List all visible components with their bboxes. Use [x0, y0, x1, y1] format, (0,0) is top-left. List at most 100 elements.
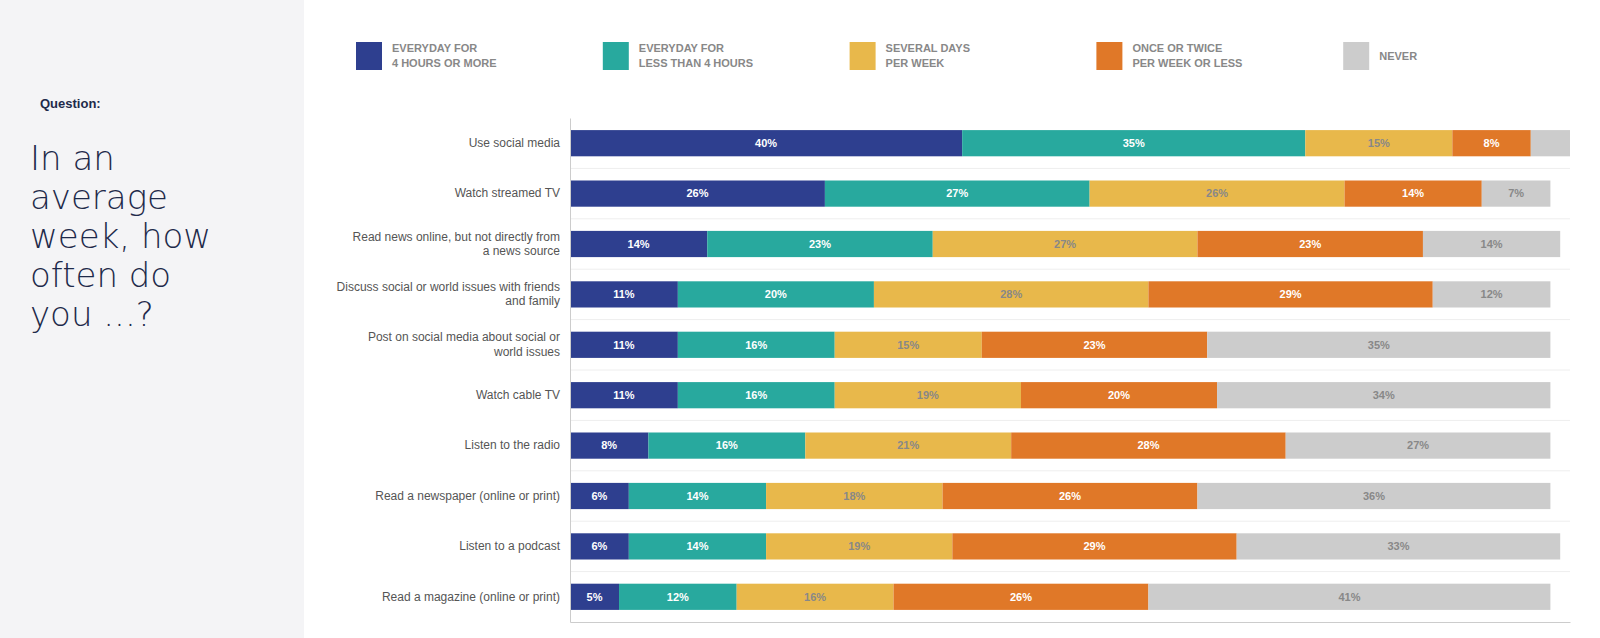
legend-swatch	[1096, 42, 1122, 70]
legend-label-line: EVERYDAY FOR	[639, 42, 724, 54]
y-tick-label: Discuss social or world issues with frie…	[337, 280, 560, 308]
data-label: 18%	[843, 490, 865, 502]
chart: Question: In anaverageweek, howoften doyo…	[0, 0, 1600, 638]
data-label: 41%	[1338, 591, 1360, 603]
y-tick-label-line: Watch streamed TV	[455, 186, 560, 200]
legend-swatch	[850, 42, 876, 70]
data-label: 8%	[1484, 137, 1500, 149]
bar	[1305, 130, 1452, 156]
data-label: 27%	[946, 187, 968, 199]
y-tick-label: Read news online, but not directly froma…	[353, 230, 561, 258]
y-tick-label-line: Read a newspaper (online or print)	[375, 489, 560, 503]
data-label: 11%	[613, 339, 635, 351]
data-label: 34%	[1373, 389, 1395, 401]
y-tick-label-line: Listen to the radio	[465, 438, 561, 452]
legend-label: NEVER	[1379, 50, 1417, 62]
data-label: 26%	[1010, 591, 1032, 603]
legend-swatch	[1343, 42, 1369, 70]
y-tick-label: Watch streamed TV	[455, 186, 560, 200]
y-tick-label-line: Read news online, but not directly from	[353, 230, 560, 244]
x-axis	[571, 622, 1571, 623]
data-label: 23%	[809, 238, 831, 250]
bar	[894, 584, 1149, 610]
data-label: 27%	[1407, 439, 1429, 451]
data-label: 26%	[1206, 187, 1228, 199]
y-tick-label-line: Post on social media about social or	[368, 330, 560, 344]
data-label: 27%	[1054, 238, 1076, 250]
legend-label-line: SEVERAL DAYS	[886, 42, 970, 54]
bar	[825, 180, 1090, 206]
bar	[1207, 332, 1550, 358]
bar	[570, 281, 678, 307]
bar	[805, 432, 1011, 458]
series-bars	[1148, 130, 1570, 610]
bar	[1197, 231, 1422, 257]
x-axis-line	[571, 622, 1571, 623]
data-label: 6%	[591, 490, 607, 502]
bar	[1423, 231, 1560, 257]
legend-label-line: ONCE OR TWICE	[1132, 42, 1222, 54]
bar	[678, 382, 835, 408]
bar	[1345, 180, 1482, 206]
bar	[766, 533, 952, 559]
data-label: 23%	[1299, 238, 1321, 250]
bar	[1148, 584, 1550, 610]
bar	[982, 332, 1207, 358]
bar	[570, 432, 648, 458]
y-tick-label: Listen to the radio	[465, 438, 561, 452]
row-separator	[570, 319, 1570, 320]
subtitle-line: In an	[30, 138, 115, 178]
subtitle-line: week, how	[30, 216, 211, 256]
y-tick: Post on social media about social orworl…	[368, 330, 560, 358]
data-label: 40%	[755, 137, 777, 149]
data-label: 14%	[686, 490, 708, 502]
data-label: 14%	[1481, 238, 1503, 250]
legend-item: ONCE OR TWICEPER WEEK OR LESS	[1096, 42, 1242, 70]
data-label: 14%	[1402, 187, 1424, 199]
bars	[570, 130, 1570, 610]
bar	[874, 281, 1149, 307]
bar	[678, 332, 835, 358]
data-label: 16%	[804, 591, 826, 603]
legend-label-line: PER WEEK	[886, 57, 945, 69]
bar	[962, 130, 1305, 156]
row-separator	[570, 571, 1570, 572]
data-label: 28%	[1000, 288, 1022, 300]
data-label: 20%	[765, 288, 787, 300]
y-tick-label-line: Read a magazine (online or print)	[382, 590, 560, 604]
legend-label-line: 4 HOURS OR MORE	[392, 57, 497, 69]
y-tick-label-line: and family	[505, 294, 560, 308]
y-tick-label: Read a newspaper (online or print)	[375, 489, 560, 503]
data-label: 16%	[745, 339, 767, 351]
legend-item: SEVERAL DAYS PER WEEK	[850, 42, 970, 70]
bar	[1482, 180, 1551, 206]
bar	[570, 180, 825, 206]
legend-item: EVERYDAY FORLESS THAN 4 HOURS	[603, 42, 753, 70]
data-label: 16%	[716, 439, 738, 451]
y-tick-label-line: a news source	[483, 244, 561, 258]
data-label: 29%	[1083, 540, 1105, 552]
bar	[678, 281, 874, 307]
y-tick: Read news online, but not directly froma…	[353, 230, 561, 258]
data-label: 7%	[1508, 187, 1524, 199]
data-label: 29%	[1280, 288, 1302, 300]
bar	[1237, 533, 1561, 559]
row-separator	[570, 470, 1570, 471]
side-panel	[0, 0, 304, 638]
y-tick-label-line: Discuss social or world issues with frie…	[337, 280, 560, 294]
bar	[1011, 432, 1286, 458]
title: Question:	[40, 96, 101, 111]
y-tick: Use social media	[469, 136, 561, 150]
y-tick-label: Use social media	[469, 136, 561, 150]
row-separator	[570, 370, 1570, 371]
legend: EVERYDAY FOR 4 HOURS OR MORE EVERYDAY FORL…	[356, 42, 1417, 70]
data-label: 6%	[591, 540, 607, 552]
row-separator	[570, 168, 1570, 169]
bar	[1090, 180, 1345, 206]
row-separator	[570, 521, 1570, 522]
subtitle: In anaverageweek, howoften doyou ...?	[30, 138, 211, 334]
y-axis: Use social media Watch streamed TV Read ne…	[337, 119, 571, 623]
bar	[1197, 483, 1550, 509]
data-label: 8%	[601, 439, 617, 451]
row-separator	[570, 420, 1570, 421]
